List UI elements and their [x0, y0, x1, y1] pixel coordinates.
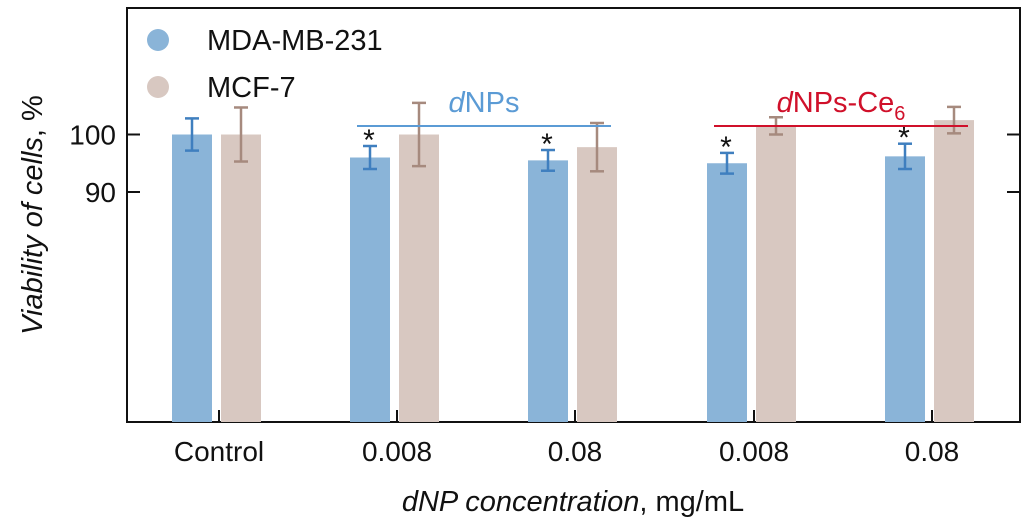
- y-axis-title: Viability of cells, %: [17, 95, 49, 335]
- group-label-subscript-1: 6: [894, 103, 905, 125]
- error-bar-mcf-7-2: [590, 121, 604, 173]
- error-bar-mcf-7-0: [234, 106, 248, 163]
- x-axis-title-italic: dNP concentration: [402, 486, 640, 518]
- significance-marks-layer: * * * *: [363, 122, 910, 164]
- error-bar-mda-mb-231-2: [541, 148, 555, 172]
- bar-mda-mb-231-4: [885, 156, 925, 422]
- error-bar-mda-mb-231-0: [185, 117, 199, 152]
- group-label-main-1: NPs-Ce: [793, 87, 895, 119]
- bars-layer: [172, 120, 974, 422]
- group-label-0: dNPs: [449, 87, 520, 119]
- bar-mda-mb-231-1: [350, 157, 390, 422]
- y-axis-title-unit: , %: [17, 95, 49, 137]
- x-tick-label-0: Control: [174, 436, 264, 467]
- legend: MDA-MB-231 MCF-7: [147, 25, 383, 104]
- legend-label-mda-mb-231: MDA-MB-231: [207, 25, 383, 57]
- significance-mark-2: *: [541, 128, 553, 161]
- bar-mcf-7-0: [221, 134, 261, 422]
- group-label-prefix-1: d: [777, 87, 794, 119]
- x-axis-ticks: Control 0.008 0.08 0.008 0.08: [174, 410, 959, 467]
- error-bar-mda-mb-231-3: [720, 151, 734, 175]
- x-tick-label-2: 0.08: [548, 436, 603, 467]
- group-annotations: dNPs dNPs-Ce6: [357, 87, 968, 127]
- plot-frame: [126, 7, 1021, 423]
- bar-mda-mb-231-0: [172, 134, 212, 422]
- y-tick-label-100: 100: [69, 120, 116, 151]
- significance-mark-4: *: [898, 122, 910, 155]
- x-tick-label-4: 0.08: [905, 436, 960, 467]
- error-bars-layer: [185, 101, 961, 175]
- y-axis-title-italic: Viability of cells: [17, 137, 49, 335]
- x-axis-title-unit: , mg/mL: [639, 486, 744, 518]
- bar-mcf-7-2: [577, 147, 617, 422]
- y-axis-ticks: 90 100: [69, 120, 1020, 208]
- error-bar-mda-mb-231-4: [898, 142, 912, 171]
- bar-mda-mb-231-2: [528, 160, 568, 422]
- bar-mcf-7-1: [399, 134, 439, 422]
- x-tick-label-1: 0.008: [362, 436, 432, 467]
- x-axis-title: dNP concentration, mg/mL: [402, 486, 744, 518]
- group-label-prefix-0: d: [449, 87, 466, 119]
- significance-mark-3: *: [720, 131, 732, 164]
- x-tick-label-3: 0.008: [719, 436, 789, 467]
- error-bar-mda-mb-231-1: [363, 144, 377, 171]
- group-label-main-0: NPs: [465, 87, 520, 119]
- group-label-1: dNPs-Ce6: [777, 87, 906, 125]
- error-bar-mcf-7-1: [412, 101, 426, 168]
- legend-marker-mda-mb-231: [147, 29, 169, 51]
- bar-mcf-7-4: [934, 120, 974, 422]
- y-tick-label-90: 90: [85, 177, 116, 208]
- legend-marker-mcf-7: [147, 76, 169, 98]
- significance-mark-1: *: [363, 124, 375, 157]
- bar-mda-mb-231-3: [707, 163, 747, 422]
- bar-mcf-7-3: [756, 125, 796, 422]
- error-bar-mcf-7-4: [947, 105, 961, 135]
- legend-label-mcf-7: MCF-7: [207, 72, 296, 104]
